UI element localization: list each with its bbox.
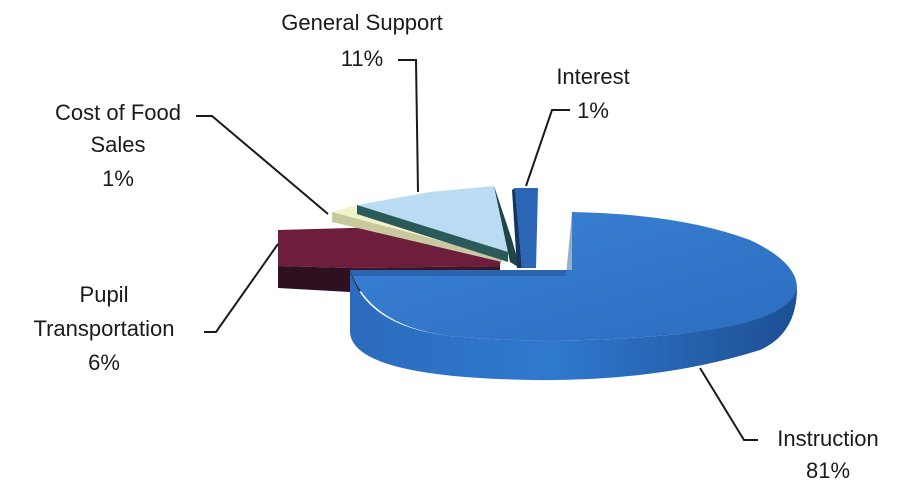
label-general-support-value: 11% [341,46,383,71]
label-cost-of-food-name-line2: Sales [90,132,145,157]
slice-instruction-side [350,270,797,381]
leader-general-support [398,59,419,193]
label-general-support-name: General Support [281,10,442,35]
label-pupil-transportation-name-line1: Pupil [80,282,129,307]
slice-pupil-transportation-side [278,230,350,292]
label-instruction-value: 81% [806,458,850,483]
slice-interest-front [515,188,538,268]
label-cost-of-food-value: 1% [102,166,134,191]
label-instruction-name: Instruction [777,426,879,451]
slice-cost-of-food-sales-side [332,212,502,262]
slice-instruction-top [350,212,797,341]
leader-interest [525,109,570,187]
slice-instruction [350,212,797,381]
label-cost-of-food-name-line1: Cost of Food [55,100,181,125]
slice-general-support-top [357,186,512,252]
slice-interest [512,188,538,268]
label-interest-name: Interest [556,64,629,89]
leader-pupil-transportation [204,243,279,333]
leader-cost-of-food-sales [196,115,329,215]
slice-interest-side [512,188,522,268]
slice-general-support-side [357,205,508,262]
label-pupil-transportation-value: 6% [88,350,120,375]
label-pupil-transportation-name-line2: Transportation [33,316,174,341]
slice-general-support [357,186,520,268]
slice-general-support-edge [494,186,520,268]
label-interest-value: 1% [577,98,609,123]
leader-instruction [699,367,758,441]
